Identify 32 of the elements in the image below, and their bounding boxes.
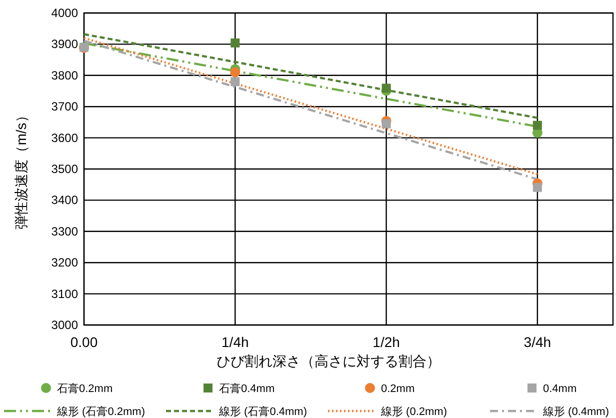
y-axis-title: 弾性波速度（m/s） bbox=[13, 108, 29, 230]
point bbox=[230, 77, 240, 86]
legend-label: 線形 (0.2mm) bbox=[380, 406, 447, 418]
legend-label: 石膏0.2mm bbox=[57, 383, 113, 395]
y-tick-label: 3800 bbox=[51, 68, 78, 82]
y-tick-label: 3500 bbox=[51, 162, 78, 176]
point bbox=[532, 182, 542, 192]
y-tick-label: 3300 bbox=[51, 224, 78, 238]
x-tick-label: 3/4h bbox=[524, 334, 552, 350]
legend-label: 線形 (石膏0.2mm) bbox=[56, 406, 145, 418]
point bbox=[382, 119, 391, 128]
y-tick-label: 3600 bbox=[51, 130, 78, 145]
y-tick-label: 4000 bbox=[51, 6, 78, 20]
legend-label: 線形 (0.4mm) bbox=[542, 406, 609, 418]
legend-label: 0.2mm bbox=[381, 383, 415, 395]
point bbox=[532, 120, 542, 130]
point bbox=[230, 67, 240, 78]
x-axis-title: ひび割れ深さ（高さに対する割合） bbox=[216, 353, 440, 369]
y-tick-label: 3700 bbox=[51, 100, 78, 114]
x-tick-label: 1/2h bbox=[372, 334, 400, 350]
legend-label: 石膏0.4mm bbox=[219, 383, 275, 395]
y-tick-label: 3200 bbox=[51, 256, 78, 270]
y-tick-label: 3000 bbox=[51, 318, 78, 332]
legend-label: 線形 (石膏0.4mm) bbox=[218, 406, 307, 418]
x-tick-label: 0.00 bbox=[70, 334, 98, 350]
point bbox=[230, 38, 240, 48]
y-tick-label: 3400 bbox=[51, 193, 78, 208]
x-tick-label: 1/4h bbox=[222, 334, 249, 350]
y-tick-label: 3900 bbox=[51, 37, 78, 52]
y-tick-label: 3100 bbox=[51, 286, 78, 301]
point bbox=[382, 84, 391, 93]
legend-label: 0.4mm bbox=[543, 383, 577, 395]
